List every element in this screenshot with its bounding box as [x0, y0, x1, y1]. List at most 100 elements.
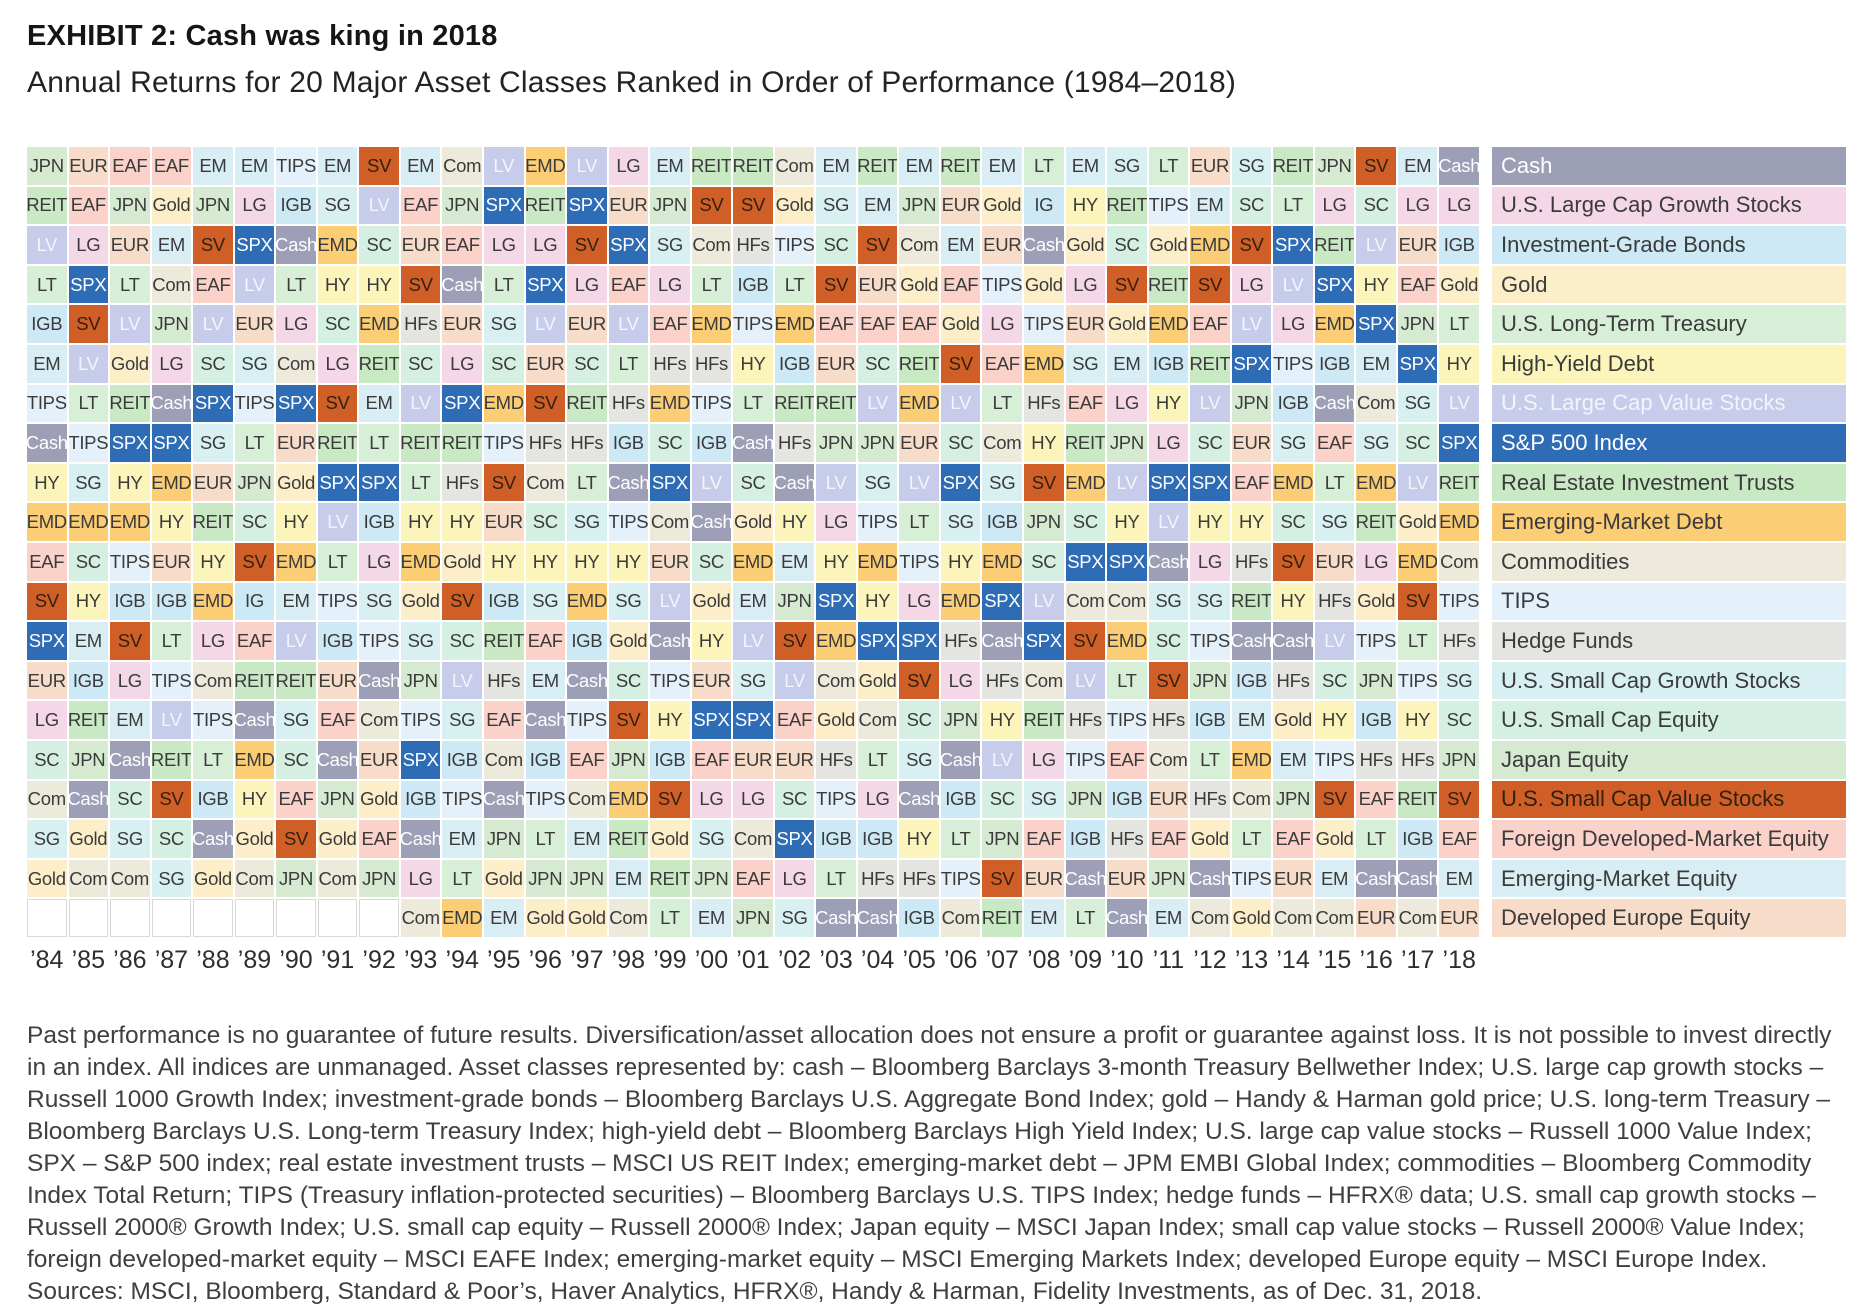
grid-cell: IGB — [1231, 661, 1272, 700]
year-label: ’01 — [736, 945, 770, 974]
grid-cell-empty — [193, 899, 233, 937]
grid-cell: JPN — [483, 820, 524, 858]
grid-cell: HFs — [442, 463, 482, 502]
grid-cell: SG — [442, 701, 482, 739]
grid-cell: SPX — [1231, 344, 1272, 383]
grid-cell: LG — [982, 305, 1023, 343]
grid-cell: HY — [1231, 503, 1272, 541]
grid-cell: HY — [774, 503, 815, 541]
legend-item: Gold — [1492, 265, 1846, 304]
legend-item: Investment-Grade Bonds — [1492, 226, 1846, 264]
grid-cell-empty — [276, 899, 316, 937]
grid-cell: EMD — [899, 384, 939, 423]
year-label: ’15 — [1317, 945, 1352, 974]
grid-cell: EMD — [1439, 503, 1479, 541]
grid-cell: EM — [110, 701, 150, 739]
grid-cell: JPN — [857, 424, 898, 462]
grid-cell: SPX — [650, 463, 690, 502]
grid-cell: TIPS — [650, 661, 690, 700]
grid-cell: EAF — [1231, 463, 1272, 502]
grid-cell: EMD — [359, 305, 399, 343]
grid-cell: REIT — [816, 384, 856, 423]
grid-cell: Gold — [608, 622, 649, 660]
grid-cell: HY — [1273, 582, 1313, 621]
year-label: ’06 — [944, 945, 978, 974]
legend-item: S&P 500 Index — [1492, 424, 1846, 462]
legend-item: Japan Equity — [1492, 740, 1846, 779]
legend-item: U.S. Long-Term Treasury — [1492, 305, 1846, 343]
year-label: ’12 — [1193, 945, 1227, 974]
grid-cell: SV — [27, 582, 67, 621]
grid-cell: Cash — [276, 226, 316, 264]
grid-cell: SPX — [1065, 542, 1106, 581]
grid-cell: LV — [1107, 463, 1147, 502]
grid-cell: IGB — [774, 344, 815, 383]
grid-cell: HFs — [650, 344, 690, 383]
grid-cell: LT — [1024, 147, 1064, 185]
grid-cell: TIPS — [899, 542, 939, 581]
grid-cell: Cash — [608, 463, 649, 502]
grid-cell: SC — [1231, 186, 1272, 225]
grid-cell: LV — [608, 305, 649, 343]
grid-cell: IGB — [110, 582, 150, 621]
legend-item: Emerging-Market Debt — [1492, 503, 1846, 541]
grid-cell: LT — [650, 899, 690, 937]
grid-cell: Com — [774, 147, 815, 185]
grid-cell: EMD — [1273, 463, 1313, 502]
grid-cell: TIPS — [816, 780, 856, 819]
legend-item: Real Estate Investment Trusts — [1492, 463, 1846, 502]
grid-cell: EAF — [234, 622, 275, 660]
grid-cell: Gold — [276, 463, 316, 502]
grid-cell: JPN — [816, 424, 856, 462]
grid-cell: SC — [982, 780, 1023, 819]
grid-cell: TIPS — [1356, 622, 1396, 660]
grid-cell: EUR — [1024, 859, 1064, 898]
legend-item: U.S. Large Cap Value Stocks — [1492, 384, 1846, 423]
grid-cell: EUR — [567, 305, 607, 343]
grid-cell: SPX — [27, 622, 67, 660]
grid-cell: SG — [1148, 582, 1189, 621]
grid-cell: SPX — [151, 424, 192, 462]
grid-cell: Com — [899, 226, 939, 264]
grid-cell: HY — [608, 542, 649, 581]
grid-cell: Com — [1439, 542, 1479, 581]
grid-cell: Gold — [1273, 701, 1313, 739]
grid-cell: EAF — [1190, 305, 1230, 343]
grid-cell: EMD — [151, 463, 192, 502]
grid-cell: HY — [1397, 701, 1438, 739]
grid-cell: EUR — [525, 344, 566, 383]
grid-cell: HY — [899, 820, 939, 858]
grid-cell: SPX — [68, 265, 109, 304]
grid-cell: SPX — [442, 384, 482, 423]
grid-cell: IGB — [691, 424, 732, 462]
grid-cell: SV — [982, 859, 1023, 898]
grid-cell: Cash — [151, 384, 192, 423]
grid-cell: EMD — [317, 226, 358, 264]
grid-cell: LG — [234, 186, 275, 225]
grid-cell: IGB — [650, 740, 690, 779]
grid-cell: LV — [1439, 384, 1479, 423]
grid-cell: LG — [691, 780, 732, 819]
grid-cell: LG — [483, 226, 524, 264]
grid-cell: LG — [1107, 384, 1147, 423]
grid-cell: LV — [1024, 582, 1064, 621]
grid-cell: HFs — [816, 740, 856, 779]
grid-cell: SC — [899, 701, 939, 739]
grid-cell: SC — [857, 344, 898, 383]
grid-cell: SG — [234, 344, 275, 383]
grid-cell: Com — [68, 859, 109, 898]
grid-cell: Cash — [691, 503, 732, 541]
grid-cell: EUR — [816, 344, 856, 383]
grid-cell: SPX — [691, 701, 732, 739]
grid-cell: HFs — [1231, 542, 1272, 581]
grid-cell: SPX — [193, 384, 233, 423]
grid-cell: Cash — [982, 622, 1023, 660]
grid-cell: EAF — [940, 265, 981, 304]
grid-cell: SPX — [359, 463, 399, 502]
grid-cell: EMD — [816, 622, 856, 660]
grid-cell: LG — [400, 859, 441, 898]
grid-cell: HFs — [940, 622, 981, 660]
grid-cell: SC — [68, 542, 109, 581]
grid-cell-empty — [110, 899, 150, 937]
grid-cell: LV — [1397, 463, 1438, 502]
